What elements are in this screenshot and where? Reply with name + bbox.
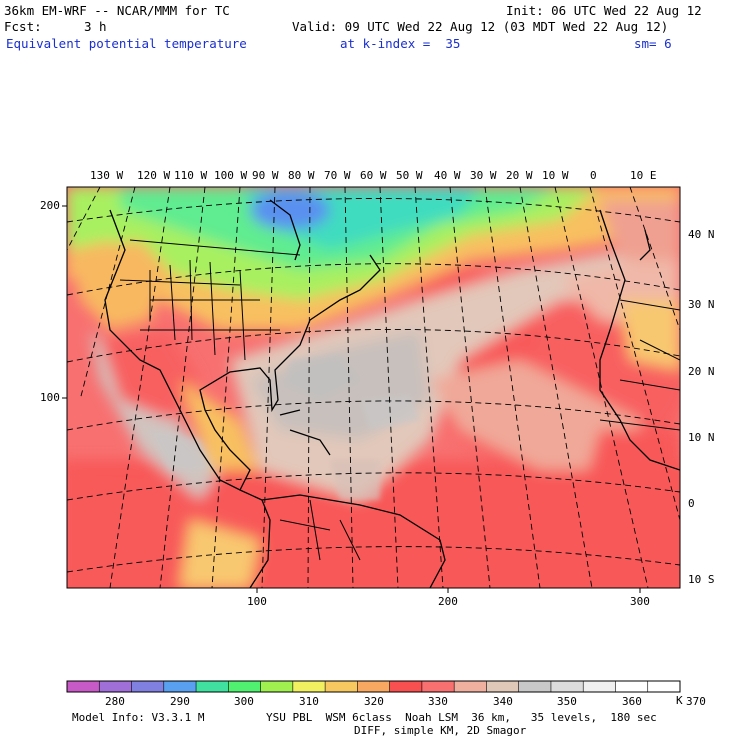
colorbar-swatch — [518, 681, 552, 692]
colorbar-swatch — [486, 681, 519, 692]
lon-label: 60 W — [360, 169, 387, 182]
map-frame — [66, 186, 681, 589]
physics-info: YSU PBL WSM 6class Noah LSM 36 km, 35 le… — [266, 711, 657, 724]
colorbar-swatch — [196, 681, 229, 692]
colorbar-unit: K — [676, 694, 683, 707]
lon-label: 20 W — [506, 169, 533, 182]
grid-index-ticks — [62, 205, 641, 593]
colorbar-swatch — [163, 681, 197, 692]
lon-label: 80 W — [288, 169, 315, 182]
colorbar-swatch — [99, 681, 132, 692]
colorbar-tick-label: 300 — [234, 695, 254, 708]
grid-x-label-300: 300 — [630, 595, 650, 608]
lon-label: 100 W — [214, 169, 248, 182]
coastlines — [104, 199, 680, 588]
colorbar-swatch — [325, 681, 358, 692]
lat-label: 10 S — [688, 573, 715, 586]
grid-y-label-200: 200 — [40, 199, 60, 212]
colorbar-swatch — [454, 681, 487, 692]
political-borders — [119, 239, 680, 561]
lon-label: 10 E — [630, 169, 657, 182]
colorbar-tick-label: 290 — [170, 695, 190, 708]
colorbar-swatch — [228, 681, 261, 692]
lat-label: 10 N — [688, 431, 715, 444]
theta-e-field — [67, 187, 680, 588]
lon-label: 40 W — [434, 169, 461, 182]
colorbar-frame — [66, 680, 681, 693]
lat-label: 0 — [688, 497, 695, 510]
lon-label: 70 W — [324, 169, 351, 182]
grid-x-label-100: 100 — [247, 595, 267, 608]
latlon-grid — [67, 187, 680, 588]
colorbar-tick-label: 280 — [105, 695, 125, 708]
lon-label: 110 W — [174, 169, 208, 182]
forecast-label: Fcst: — [4, 19, 42, 34]
lat-label: 20 N — [688, 365, 715, 378]
init-time: Init: 06 UTC Wed 22 Aug 12 — [506, 3, 702, 18]
colorbar-swatch — [583, 681, 616, 692]
colorbar-tick-label: 330 — [428, 695, 448, 708]
colorbar-swatch — [550, 681, 584, 692]
colorbar-swatch — [67, 681, 100, 692]
lon-label: 130 W — [90, 169, 124, 182]
diffusion-info: DIFF, simple KM, 2D Smagor — [354, 724, 527, 737]
lon-label: 50 W — [396, 169, 423, 182]
colorbar-swatch — [260, 681, 294, 692]
lon-label: 120 W — [137, 169, 171, 182]
forecast-hour: 3 h — [84, 19, 107, 34]
lon-label: 30 W — [470, 169, 497, 182]
colorbar-tick-label: 370 — [686, 695, 706, 708]
lon-label: 0 — [590, 169, 597, 182]
colorbar-swatch — [389, 681, 423, 692]
colorbar-swatch — [647, 681, 681, 692]
lon-label: 10 W — [542, 169, 569, 182]
colorbar — [66, 680, 681, 693]
colorbar-swatch — [615, 681, 649, 692]
colorbar-swatch — [131, 681, 165, 692]
colorbar-tick-label: 320 — [364, 695, 384, 708]
lat-label: 30 N — [688, 298, 715, 311]
field-name: Equivalent potential temperature — [6, 36, 247, 51]
grid-x-label-200: 200 — [438, 595, 458, 608]
lat-label: 40 N — [688, 228, 715, 241]
smoothing-info: sm= 6 — [634, 36, 672, 51]
colorbar-swatch — [357, 681, 390, 692]
colorbar-tick-label: 360 — [622, 695, 642, 708]
model-title: 36km EM-WRF -- NCAR/MMM for TC — [4, 3, 230, 18]
grid-y-label-100: 100 — [40, 391, 60, 404]
valid-time: Valid: 09 UTC Wed 22 Aug 12 (03 MDT Wed … — [292, 19, 669, 34]
colorbar-tick-label: 310 — [299, 695, 319, 708]
level-info: at k-index = 35 — [340, 36, 461, 51]
colorbar-tick-label: 340 — [493, 695, 513, 708]
colorbar-swatch — [292, 681, 326, 692]
colorbar-swatch — [421, 681, 455, 692]
model-info: Model Info: V3.3.1 M — [72, 711, 205, 724]
colorbar-tick-label: 350 — [557, 695, 577, 708]
lon-label: 90 W — [252, 169, 279, 182]
